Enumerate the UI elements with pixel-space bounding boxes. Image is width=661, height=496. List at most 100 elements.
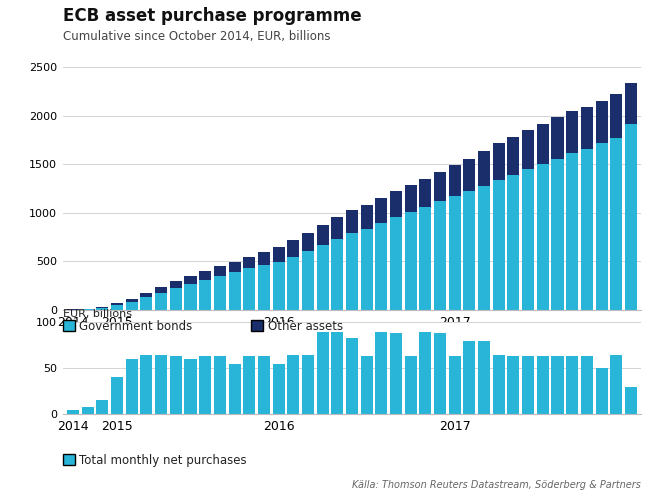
Bar: [551, 117, 564, 159]
Bar: [288, 257, 299, 310]
Text: EUR, billions: EUR, billions: [63, 310, 132, 319]
Bar: [478, 186, 490, 310]
Bar: [243, 356, 255, 414]
Bar: [610, 138, 622, 310]
Bar: [419, 179, 432, 207]
Bar: [258, 251, 270, 264]
Bar: [229, 261, 241, 272]
Bar: [243, 256, 255, 268]
Bar: [566, 112, 578, 153]
Bar: [375, 331, 387, 414]
Bar: [317, 245, 329, 310]
Bar: [375, 223, 387, 310]
Bar: [317, 225, 329, 245]
Bar: [434, 173, 446, 201]
Bar: [405, 356, 416, 414]
Bar: [97, 308, 108, 310]
Bar: [140, 355, 153, 414]
Bar: [184, 359, 196, 414]
Bar: [288, 355, 299, 414]
Bar: [302, 233, 314, 251]
Bar: [449, 356, 461, 414]
Bar: [272, 364, 285, 414]
Bar: [229, 272, 241, 310]
Bar: [508, 175, 520, 310]
Bar: [522, 130, 534, 169]
Bar: [331, 331, 343, 414]
Bar: [346, 234, 358, 310]
Bar: [317, 331, 329, 414]
Bar: [214, 356, 226, 414]
Bar: [229, 364, 241, 414]
Bar: [625, 124, 637, 310]
Text: Källa: Thomson Reuters Datastream, Söderberg & Partners: Källa: Thomson Reuters Datastream, Söder…: [352, 480, 641, 490]
Bar: [126, 302, 137, 310]
Bar: [551, 356, 564, 414]
Bar: [199, 356, 212, 414]
Bar: [361, 229, 373, 310]
Bar: [581, 108, 593, 149]
Bar: [390, 333, 402, 414]
Bar: [551, 159, 564, 310]
Bar: [449, 165, 461, 196]
Bar: [390, 217, 402, 310]
Bar: [346, 210, 358, 234]
Bar: [155, 287, 167, 293]
Bar: [419, 331, 432, 414]
Bar: [508, 137, 520, 175]
Bar: [184, 276, 196, 284]
Bar: [82, 407, 94, 414]
Bar: [67, 410, 79, 414]
Bar: [537, 124, 549, 164]
Bar: [522, 169, 534, 310]
Bar: [155, 355, 167, 414]
Bar: [625, 387, 637, 414]
Bar: [419, 207, 432, 310]
Bar: [478, 151, 490, 186]
Bar: [405, 212, 416, 310]
Bar: [492, 143, 505, 180]
Bar: [566, 356, 578, 414]
Text: Cumulative since October 2014, EUR, billions: Cumulative since October 2014, EUR, bill…: [63, 30, 331, 43]
Bar: [111, 306, 123, 310]
Bar: [184, 284, 196, 310]
Bar: [346, 338, 358, 414]
Bar: [170, 356, 182, 414]
Bar: [199, 280, 212, 310]
Bar: [390, 191, 402, 217]
Bar: [214, 266, 226, 276]
Text: Total monthly net purchases: Total monthly net purchases: [79, 454, 247, 467]
Bar: [155, 293, 167, 310]
Bar: [508, 356, 520, 414]
Text: ECB asset purchase programme: ECB asset purchase programme: [63, 7, 362, 25]
Bar: [596, 143, 607, 310]
Bar: [463, 159, 475, 190]
Bar: [463, 341, 475, 414]
Bar: [581, 356, 593, 414]
Bar: [199, 271, 212, 280]
Bar: [361, 356, 373, 414]
Bar: [331, 239, 343, 310]
Bar: [302, 355, 314, 414]
Bar: [111, 304, 123, 306]
Bar: [302, 251, 314, 310]
Bar: [97, 400, 108, 414]
Bar: [610, 94, 622, 138]
Bar: [361, 204, 373, 229]
Bar: [140, 293, 153, 298]
Text: Other assets: Other assets: [268, 320, 343, 333]
Bar: [258, 356, 270, 414]
Bar: [463, 190, 475, 310]
Bar: [434, 201, 446, 310]
Bar: [522, 356, 534, 414]
Bar: [537, 356, 549, 414]
Bar: [405, 185, 416, 212]
Bar: [214, 276, 226, 310]
Bar: [492, 180, 505, 310]
Bar: [170, 281, 182, 288]
Bar: [126, 359, 137, 414]
Bar: [596, 368, 607, 414]
Bar: [610, 355, 622, 414]
Bar: [596, 101, 607, 143]
Bar: [140, 298, 153, 310]
